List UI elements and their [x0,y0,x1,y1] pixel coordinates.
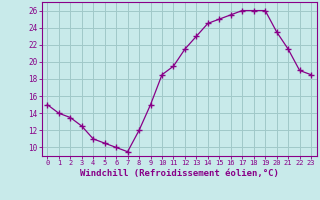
X-axis label: Windchill (Refroidissement éolien,°C): Windchill (Refroidissement éolien,°C) [80,169,279,178]
